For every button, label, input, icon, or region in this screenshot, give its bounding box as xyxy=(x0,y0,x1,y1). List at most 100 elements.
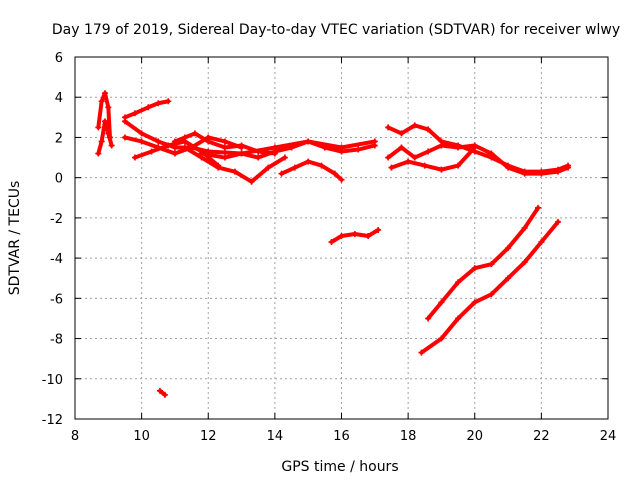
point-track xyxy=(399,145,417,160)
point-track xyxy=(339,139,377,150)
data-point xyxy=(555,218,562,225)
point-track xyxy=(389,159,411,170)
point-track xyxy=(456,266,477,285)
point-track xyxy=(332,171,344,182)
y-tick-label: -8 xyxy=(50,333,63,348)
series-track-p xyxy=(425,204,542,322)
series-track-l xyxy=(156,387,168,398)
point-track xyxy=(489,151,511,170)
point-track xyxy=(522,205,541,230)
data-point xyxy=(565,164,572,171)
chart-title: Day 179 of 2019, Sidereal Day-to-day VTE… xyxy=(52,22,620,38)
point-track xyxy=(506,165,527,176)
point-track xyxy=(192,131,211,144)
plot-frame xyxy=(74,56,609,420)
point-track xyxy=(249,165,271,184)
x-tick-label: 8 xyxy=(71,429,79,444)
point-track xyxy=(149,143,171,154)
point-track xyxy=(279,165,297,176)
point-track xyxy=(206,139,227,150)
series-track-j xyxy=(171,130,278,157)
point-track xyxy=(306,139,327,150)
point-track xyxy=(319,163,337,176)
point-track xyxy=(539,219,561,245)
y-tick-label: -6 xyxy=(50,292,63,307)
point-track xyxy=(489,246,511,267)
point-track xyxy=(199,155,221,170)
x-tick-label: 20 xyxy=(466,429,483,444)
series-track-c-upper xyxy=(121,98,172,121)
series-track-k xyxy=(328,226,382,246)
point-track xyxy=(289,139,311,150)
x-tick-label: 18 xyxy=(400,429,417,444)
x-tick-label: 24 xyxy=(600,429,617,444)
series-track-b-left-low xyxy=(95,118,115,157)
point-track xyxy=(522,240,544,265)
x-tick-label: 16 xyxy=(333,429,350,444)
point-track xyxy=(472,149,494,160)
y-tick-label: -10 xyxy=(42,373,63,388)
point-track xyxy=(439,316,461,341)
y-tick-label: 6 xyxy=(55,51,63,66)
point-track xyxy=(386,125,404,136)
point-track xyxy=(489,276,511,297)
y-tick-label: -12 xyxy=(42,413,63,428)
x-axis-label: GPS time / hours xyxy=(281,459,398,475)
series-layer xyxy=(95,90,572,398)
point-track xyxy=(506,260,527,281)
data-point xyxy=(471,144,478,151)
point-track xyxy=(456,300,477,321)
point-track xyxy=(472,292,494,305)
point-track xyxy=(96,99,104,130)
y-tick-label: 0 xyxy=(55,172,63,187)
data-point xyxy=(371,142,378,149)
point-track xyxy=(412,149,431,160)
point-track xyxy=(266,155,287,170)
point-track xyxy=(139,131,161,144)
point-track xyxy=(122,119,144,136)
data-point xyxy=(165,98,172,105)
data-point xyxy=(281,154,288,161)
point-track xyxy=(399,123,417,136)
data-point xyxy=(338,176,345,183)
data-point xyxy=(535,204,542,211)
point-track xyxy=(199,151,227,160)
data-point xyxy=(161,391,168,398)
series-track-q xyxy=(418,218,562,356)
data-point xyxy=(375,226,382,233)
point-track xyxy=(366,227,381,238)
point-track xyxy=(292,159,311,170)
y-tick-label: -4 xyxy=(50,252,63,267)
series-track-o xyxy=(388,144,478,173)
x-tick-label: 12 xyxy=(200,429,217,444)
point-track xyxy=(139,139,161,150)
point-track xyxy=(419,336,444,355)
point-track xyxy=(386,145,404,160)
point-track xyxy=(439,280,461,305)
point-track xyxy=(426,300,444,321)
point-track xyxy=(232,169,254,184)
y-tick-label: 2 xyxy=(55,131,63,146)
series-track-i xyxy=(278,158,345,183)
point-track xyxy=(456,145,477,168)
point-track xyxy=(239,143,261,154)
point-track xyxy=(182,145,204,160)
point-track xyxy=(426,143,444,154)
point-track xyxy=(132,105,151,116)
data-point xyxy=(271,150,278,157)
x-tick-label: 22 xyxy=(533,429,550,444)
point-track xyxy=(132,149,154,160)
series-track-h xyxy=(198,138,378,161)
y-tick-label: 4 xyxy=(55,91,63,106)
y-tick-label: -2 xyxy=(50,212,63,227)
series-track-f xyxy=(131,138,222,169)
point-track xyxy=(506,225,527,251)
x-tick-label: 10 xyxy=(133,429,150,444)
series-track-g xyxy=(181,144,288,185)
series-track-n xyxy=(385,142,572,177)
x-tick-label: 14 xyxy=(267,429,284,444)
grid xyxy=(74,56,609,420)
data-point xyxy=(108,142,115,149)
